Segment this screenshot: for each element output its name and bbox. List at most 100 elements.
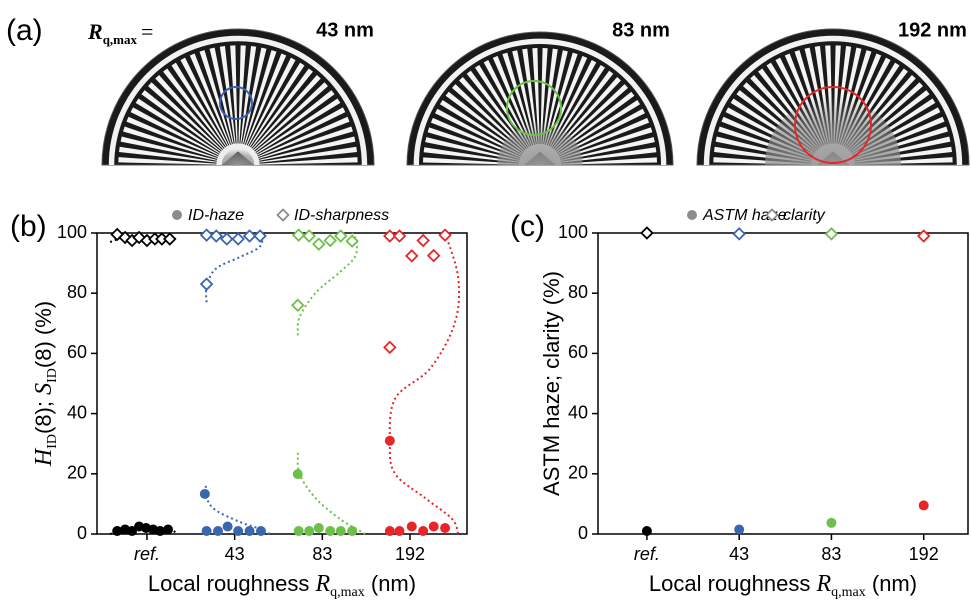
point <box>734 524 745 535</box>
x-axis-label-part: q,max <box>831 585 866 600</box>
star-spoke <box>532 47 540 144</box>
star-spoke <box>259 157 358 165</box>
star-spoke <box>130 107 219 156</box>
point <box>304 525 315 536</box>
point <box>292 469 303 480</box>
x-tick-label: 83 <box>821 544 841 564</box>
legend-label: ID-haze <box>188 207 244 224</box>
star-spoke <box>257 116 350 158</box>
x-axis-label: Local roughness Rq,max (nm) <box>148 571 416 600</box>
point <box>293 525 304 536</box>
point <box>291 298 305 313</box>
y-axis-label: ASTM haze; clarity (%) <box>539 271 564 496</box>
star-spoke <box>542 48 558 144</box>
star-spoke <box>126 116 219 158</box>
star-spoke <box>547 55 588 146</box>
point <box>163 232 177 246</box>
star-spoke <box>512 50 536 145</box>
point <box>383 229 397 243</box>
point <box>918 500 929 511</box>
charts: (b) 0 20 40 60 80 100 ref. 43 83 192 Local roughnes… <box>10 207 969 600</box>
x-axis-label-part: R <box>314 571 330 597</box>
star-spoke <box>551 64 606 148</box>
x-axis-label-part: Local roughness <box>148 571 316 596</box>
point <box>384 525 395 536</box>
star-spoke <box>559 117 650 158</box>
star-spoke <box>245 53 287 146</box>
star-spoke <box>549 60 597 147</box>
point <box>438 228 452 242</box>
y-tick-label: 100 <box>558 222 588 242</box>
point <box>199 228 214 242</box>
legend-label: clarity <box>783 207 826 224</box>
x-axis-label-part: q,max <box>330 585 365 600</box>
point <box>291 228 306 242</box>
legend-marker <box>172 210 182 220</box>
point <box>325 525 336 536</box>
legend-marker <box>687 210 697 220</box>
point <box>112 525 123 536</box>
point <box>312 237 326 251</box>
star-spoke <box>250 68 313 149</box>
images: 43 nm 83 nm 192 nm <box>101 19 970 166</box>
star-spoke <box>439 99 523 154</box>
x-tick-label: 192 <box>395 544 425 564</box>
rq-label: Rq,max = <box>87 19 153 47</box>
star-spoke <box>240 46 257 144</box>
star-spoke <box>544 50 568 145</box>
star-spoke <box>123 126 218 159</box>
image-caption: 192 nm <box>898 19 967 41</box>
star-spoke <box>560 137 655 161</box>
star-spoke <box>155 75 224 150</box>
star-spoke <box>119 146 217 163</box>
star-spoke <box>171 62 227 147</box>
star-spoke <box>422 157 519 165</box>
star-spoke <box>120 136 217 161</box>
y-axis-label-part: (8) (%) <box>31 301 56 368</box>
point <box>426 248 441 263</box>
point <box>335 525 346 536</box>
star-spoke <box>242 47 267 144</box>
image-caption: 83 nm <box>612 19 670 41</box>
point <box>231 232 245 246</box>
star-image: 192 nm <box>696 19 970 166</box>
y-axis-label-part: ASTM haze; clarity (%) <box>539 271 564 496</box>
fit-curve <box>204 232 264 303</box>
legend-label: ASTM haze <box>702 207 787 224</box>
plot-frame <box>597 232 969 535</box>
point <box>404 249 419 263</box>
star-image: 83 nm <box>406 19 674 166</box>
point <box>383 340 397 355</box>
star-spoke <box>254 90 335 153</box>
panel-label: (c) <box>510 210 545 243</box>
y-axis-label-part: ID <box>45 434 60 449</box>
y-tick-label: 100 <box>57 222 87 242</box>
star-spoke <box>425 137 520 161</box>
point <box>222 521 233 532</box>
y-tick-label: 60 <box>67 342 87 362</box>
y-axis-label-part: (8); <box>31 395 56 434</box>
y-axis-label: HID(8); SID(8) (%) <box>31 301 60 467</box>
x-tick-label: 192 <box>909 544 939 564</box>
star-spoke <box>540 47 548 144</box>
point <box>155 525 166 536</box>
star-spoke <box>560 127 653 160</box>
star-spoke <box>452 84 525 151</box>
star-spoke <box>199 50 232 145</box>
star-spoke <box>259 136 356 161</box>
point <box>323 233 337 248</box>
panel-label: (b) <box>10 210 47 243</box>
star-spoke <box>244 50 277 145</box>
x-axis-label: Local roughness Rq,max (nm) <box>649 571 917 600</box>
point <box>641 525 652 536</box>
point <box>347 525 358 536</box>
point <box>118 230 132 245</box>
star-spoke <box>555 84 628 151</box>
star-spoke <box>258 126 353 159</box>
chart: (c) 0 20 40 60 80 100 ref. 43 83 192 Local roughnes… <box>510 207 969 600</box>
star-spoke <box>445 91 524 153</box>
star-spoke <box>430 117 521 158</box>
star-spoke <box>135 98 220 154</box>
point <box>384 435 395 446</box>
